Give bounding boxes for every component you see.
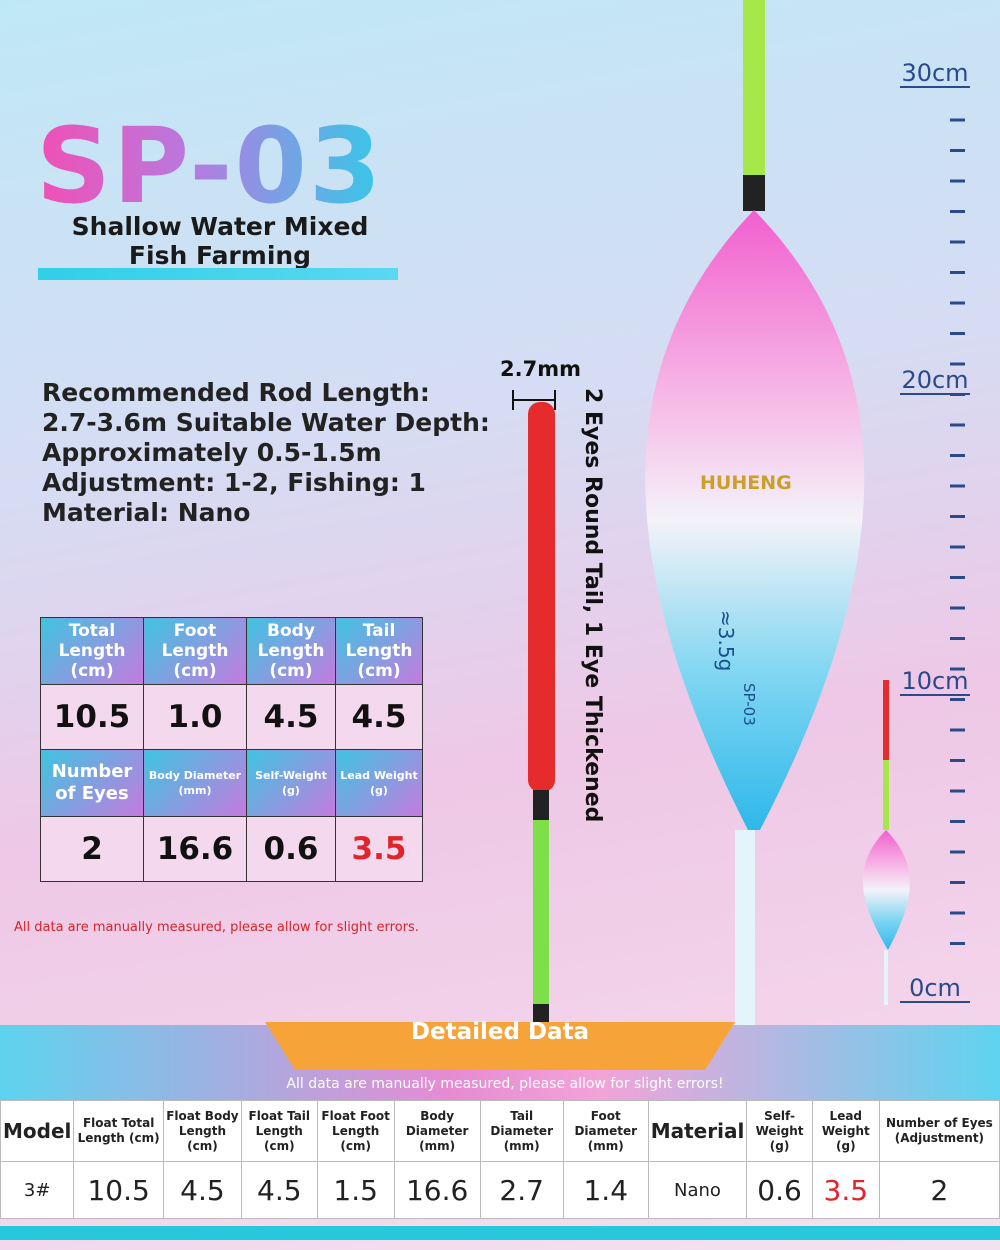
spec-header: Tail Length (cm)	[335, 617, 423, 685]
detail-header: Material	[647, 1100, 748, 1162]
float-body	[645, 210, 865, 830]
detail-header-row: Model Float Total Length (cm) Float Body L…	[0, 1100, 1000, 1162]
weight-label: ≈3.5g	[714, 610, 738, 672]
spec-header: Lead Weight (g)	[335, 749, 423, 817]
spec-row: 2 16.6 0.6 3.5	[40, 816, 423, 882]
spec-line: 2.7-3.6m Suitable Water Depth:	[42, 408, 490, 437]
spec-header: Body Diameter (mm)	[143, 749, 247, 817]
detail-value: 16.6	[393, 1161, 481, 1219]
spec-value: 2	[40, 816, 144, 882]
detail-header: Float Total Length (cm)	[73, 1100, 164, 1162]
tip-diameter: 2.7mm	[500, 357, 581, 381]
spec-line: Recommended Rod Length:	[42, 378, 430, 407]
tip-red	[528, 402, 555, 792]
dimension-mark	[512, 390, 556, 410]
spec-line: Material: Nano	[42, 498, 251, 527]
mini-tip-green	[883, 760, 889, 830]
detail-value: Nano	[647, 1161, 748, 1219]
tip-green	[533, 820, 549, 1006]
spec-row: Total Length (cm) Foot Length (cm) Body Le…	[40, 617, 423, 685]
tip-base	[533, 1004, 549, 1022]
spec-header: Self-Weight (g)	[246, 749, 336, 817]
float-stem	[735, 830, 755, 1030]
scale-label: 30cm	[900, 59, 970, 88]
title: SP-03	[36, 105, 384, 227]
mini-body	[862, 830, 910, 950]
title-bar	[38, 268, 398, 280]
banner-note: All data are manually measured, please a…	[286, 1076, 724, 1092]
scale-label: 0cm	[900, 975, 970, 1003]
scale-label: 10cm	[900, 667, 970, 696]
detail-header: Tail Diameter (mm)	[479, 1100, 564, 1162]
model-label: SP-03	[740, 683, 758, 726]
brand: HUHENG	[700, 472, 792, 494]
detail-header: Self-Weight (g)	[746, 1100, 813, 1162]
detail-header: Float Tail Length (cm)	[240, 1100, 318, 1162]
spec-table: Total Length (cm) Foot Length (cm) Body Le…	[40, 617, 423, 882]
detail-value: 2.7	[479, 1161, 564, 1219]
spec-value: 10.5	[40, 684, 144, 750]
detail-table: Model Float Total Length (cm) Float Body L…	[0, 1100, 1000, 1219]
spec-value: 4.5	[335, 684, 423, 750]
detail-value: 3#	[0, 1161, 75, 1219]
detail-value: 4.5	[240, 1161, 318, 1219]
detail-header: Body Diameter (mm)	[393, 1100, 481, 1162]
scale-label: 20cm	[900, 366, 970, 395]
detail-header: Foot Diameter (mm)	[562, 1100, 649, 1162]
detail-value: 1.5	[316, 1161, 395, 1219]
spec-header: Body Length (cm)	[246, 617, 336, 685]
spec-value: 16.6	[143, 816, 247, 882]
detail-header: Float Body Length (cm)	[162, 1100, 242, 1162]
banner-shape	[265, 1022, 735, 1070]
detail-row: 3# 10.5 4.5 4.5 1.5 16.6 2.7 1.4 Nano 0.6 3.5 2	[0, 1161, 1000, 1219]
tip-band	[533, 790, 549, 822]
spec-list: Recommended Rod Length: 2.7-3.6m Suitable…	[42, 378, 490, 528]
detail-value: 2	[878, 1161, 1000, 1219]
detail-header: Lead Weight (g)	[811, 1100, 880, 1162]
mini-stem	[884, 950, 888, 1005]
spec-line: Adjustment: 1-2, Fishing: 1	[42, 468, 426, 497]
detail-header: Model	[0, 1100, 75, 1162]
spec-row: 10.5 1.0 4.5 4.5	[40, 684, 423, 750]
note: All data are manually measured, please a…	[14, 920, 419, 935]
spec-header: Total Length (cm)	[40, 617, 144, 685]
float-band	[743, 175, 765, 211]
detail-value: 0.6	[746, 1161, 813, 1219]
subtitle: Shallow Water Mixed Fish Farming	[71, 212, 369, 270]
mini-tip	[883, 680, 889, 760]
spec-line: Approximately 0.5-1.5m	[42, 438, 382, 467]
footer-bar	[0, 1226, 1000, 1240]
detail-value: 10.5	[73, 1161, 164, 1219]
spec-header: Foot Length (cm)	[143, 617, 247, 685]
spec-value: 4.5	[246, 684, 336, 750]
detail-value: 1.4	[562, 1161, 649, 1219]
detail-value: 4.5	[162, 1161, 242, 1219]
detail-value: 3.5	[811, 1161, 880, 1219]
float-tip	[743, 0, 765, 178]
detail-header: Number of Eyes (Adjustment)	[878, 1100, 1000, 1162]
spec-value: 3.5	[335, 816, 423, 882]
spec-header: Number of Eyes	[40, 749, 144, 817]
banner-title: Detailed Data	[410, 1019, 590, 1045]
spec-value: 0.6	[246, 816, 336, 882]
detail-header: Float Foot Length (cm)	[316, 1100, 395, 1162]
spec-row: Number of Eyes Body Diameter (mm) Self-Wei…	[40, 749, 423, 817]
tail-note: 2 Eyes Round Tail, 1 Eye Thickened	[580, 388, 605, 823]
spec-value: 1.0	[143, 684, 247, 750]
